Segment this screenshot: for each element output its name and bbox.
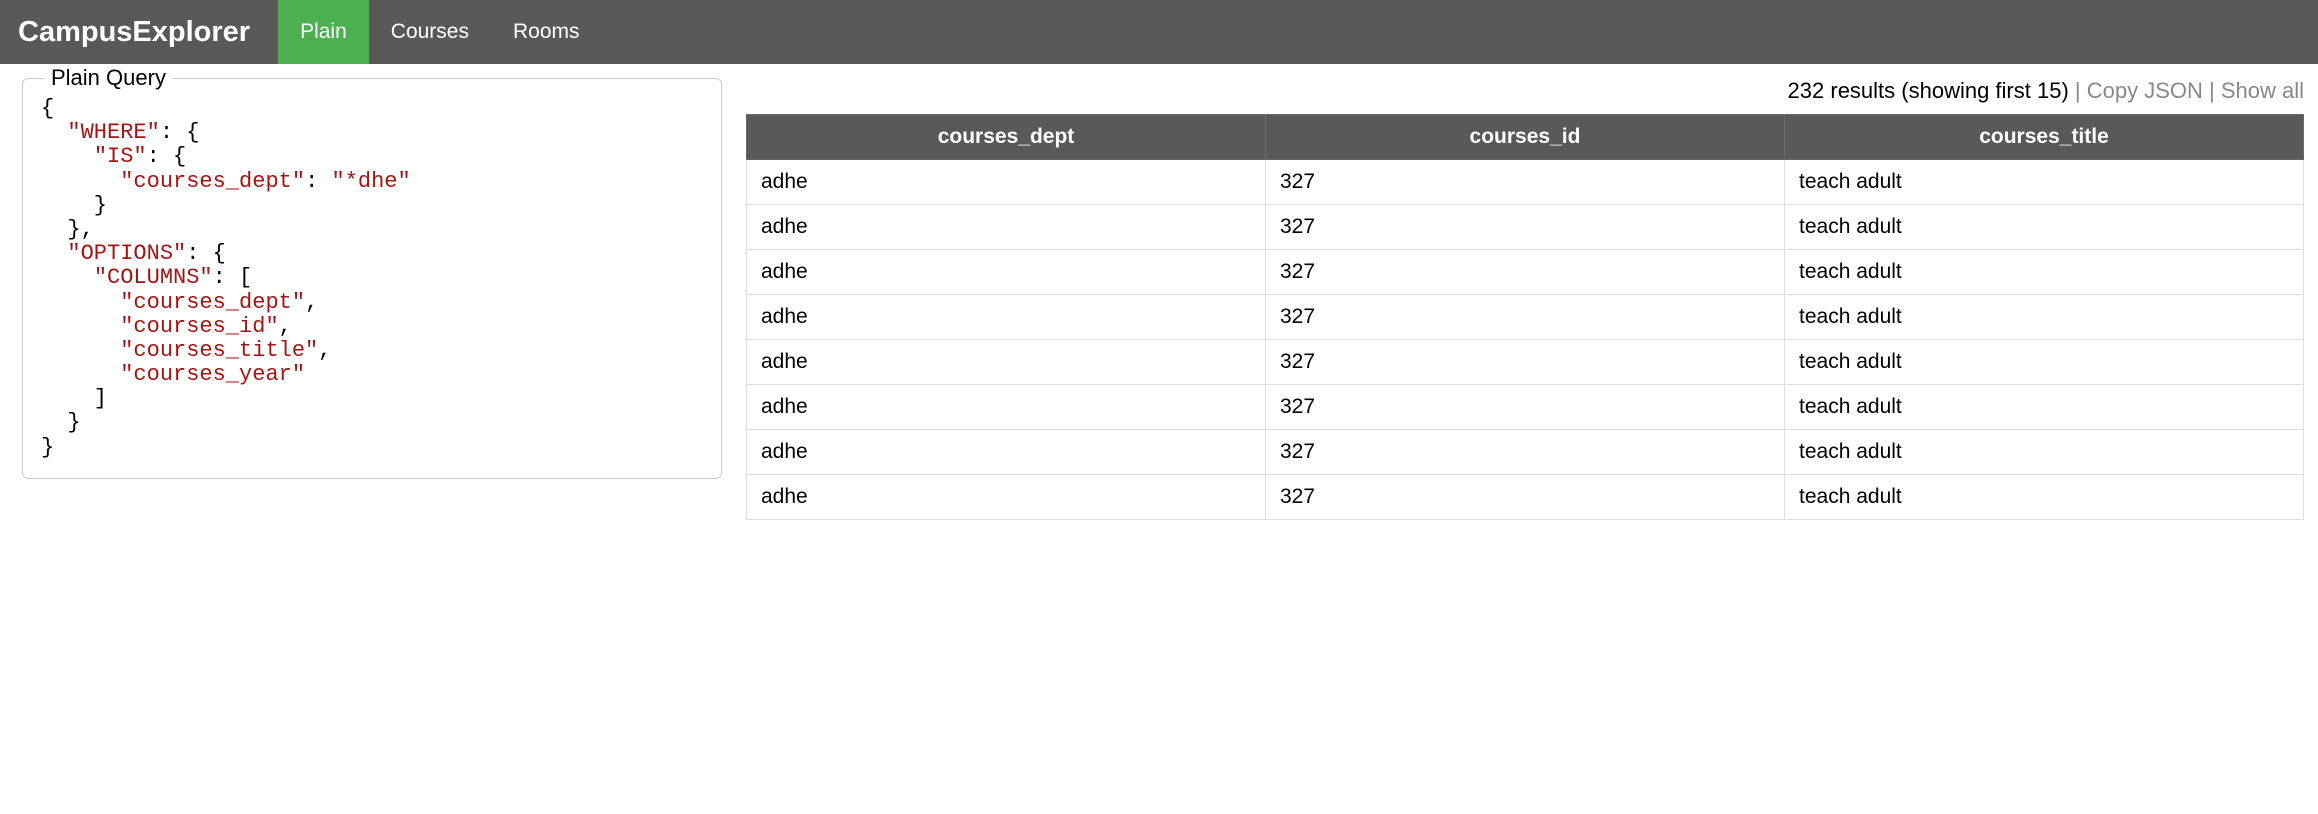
table-cell: teach adult xyxy=(1785,340,2304,385)
results-panel: 232 results (showing first 15) | Copy JS… xyxy=(746,78,2304,520)
table-row: adhe327teach adult xyxy=(747,295,2304,340)
table-row: adhe327teach adult xyxy=(747,340,2304,385)
table-cell: adhe xyxy=(747,385,1266,430)
table-cell: 327 xyxy=(1266,385,1785,430)
table-row: adhe327teach adult xyxy=(747,160,2304,205)
table-column-header: courses_dept xyxy=(747,115,1266,160)
table-cell: teach adult xyxy=(1785,385,2304,430)
table-row: adhe327teach adult xyxy=(747,430,2304,475)
table-cell: adhe xyxy=(747,250,1266,295)
table-cell: adhe xyxy=(747,295,1266,340)
separator: | xyxy=(2209,78,2221,103)
tab-rooms[interactable]: Rooms xyxy=(491,0,602,64)
query-panel: Plain Query { "WHERE": { "IS": { "course… xyxy=(22,78,722,479)
table-cell: 327 xyxy=(1266,475,1785,520)
tab-courses[interactable]: Courses xyxy=(369,0,491,64)
app-brand: CampusExplorer xyxy=(18,16,278,49)
copy-json-link[interactable]: Copy JSON xyxy=(2087,78,2203,103)
table-row: adhe327teach adult xyxy=(747,475,2304,520)
table-cell: 327 xyxy=(1266,430,1785,475)
show-all-link[interactable]: Show all xyxy=(2221,78,2304,103)
table-cell: teach adult xyxy=(1785,250,2304,295)
separator: | xyxy=(2075,78,2087,103)
table-cell: teach adult xyxy=(1785,160,2304,205)
table-column-header: courses_id xyxy=(1266,115,1785,160)
table-cell: teach adult xyxy=(1785,430,2304,475)
main-content: Plain Query { "WHERE": { "IS": { "course… xyxy=(0,64,2318,520)
results-table: courses_deptcourses_idcourses_title adhe… xyxy=(746,114,2304,520)
table-column-header: courses_title xyxy=(1785,115,2304,160)
results-table-head: courses_deptcourses_idcourses_title xyxy=(747,115,2304,160)
table-cell: 327 xyxy=(1266,295,1785,340)
table-cell: adhe xyxy=(747,160,1266,205)
table-row: adhe327teach adult xyxy=(747,385,2304,430)
table-cell: 327 xyxy=(1266,205,1785,250)
table-cell: 327 xyxy=(1266,160,1785,205)
table-cell: adhe xyxy=(747,340,1266,385)
table-header-row: courses_deptcourses_idcourses_title xyxy=(747,115,2304,160)
table-cell: 327 xyxy=(1266,340,1785,385)
query-textarea[interactable]: { "WHERE": { "IS": { "courses_dept": "*d… xyxy=(41,89,703,460)
table-cell: teach adult xyxy=(1785,205,2304,250)
table-cell: teach adult xyxy=(1785,295,2304,340)
table-cell: adhe xyxy=(747,430,1266,475)
table-row: adhe327teach adult xyxy=(747,205,2304,250)
query-fieldset: Plain Query { "WHERE": { "IS": { "course… xyxy=(22,78,722,479)
table-cell: teach adult xyxy=(1785,475,2304,520)
tab-plain[interactable]: Plain xyxy=(278,0,369,64)
table-row: adhe327teach adult xyxy=(747,250,2304,295)
query-legend: Plain Query xyxy=(45,65,172,91)
navbar: CampusExplorer Plain Courses Rooms xyxy=(0,0,2318,64)
results-header: 232 results (showing first 15) | Copy JS… xyxy=(746,78,2304,104)
table-cell: adhe xyxy=(747,475,1266,520)
results-summary: 232 results (showing first 15) xyxy=(1788,78,2069,103)
navbar-tabs: Plain Courses Rooms xyxy=(278,0,601,64)
table-cell: adhe xyxy=(747,205,1266,250)
results-table-body: adhe327teach adultadhe327teach adultadhe… xyxy=(747,160,2304,520)
table-cell: 327 xyxy=(1266,250,1785,295)
